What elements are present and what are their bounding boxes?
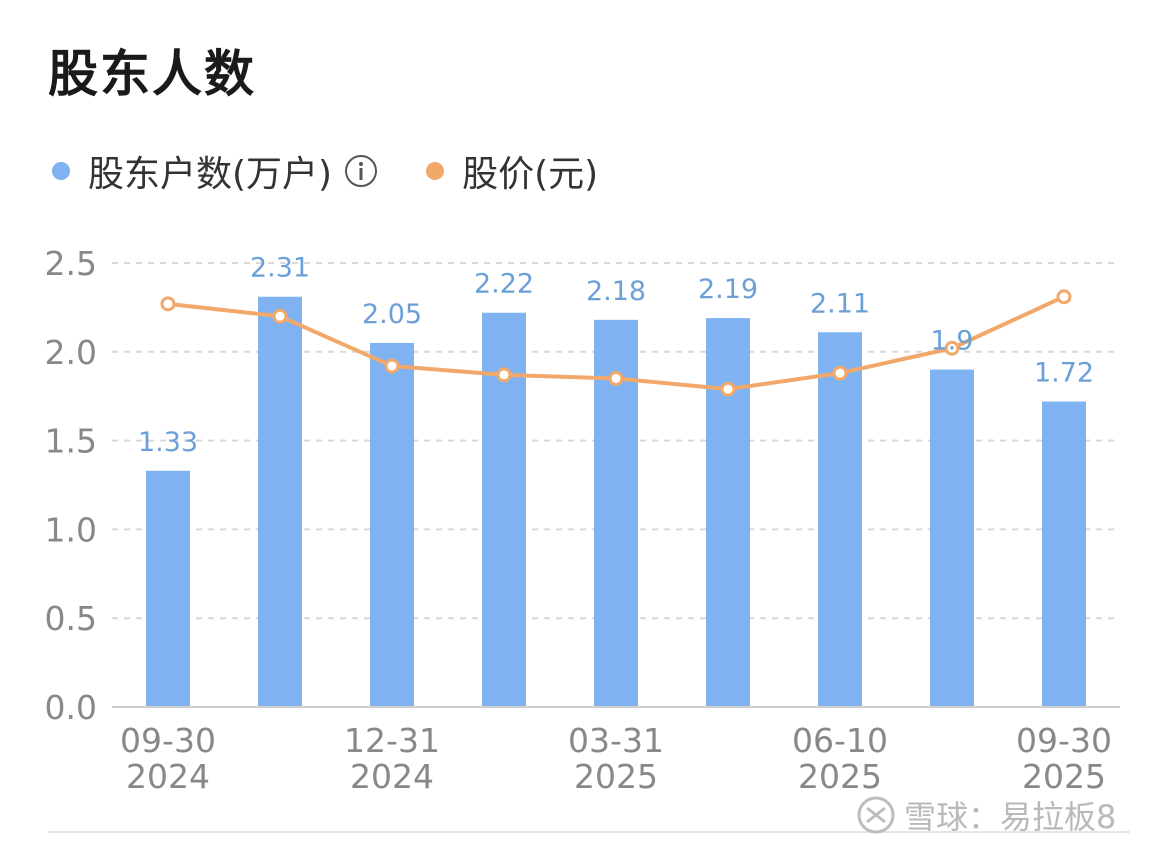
price-point — [832, 365, 848, 381]
bar-value-label: 2.18 — [586, 276, 646, 307]
bar-value-label: 2.05 — [362, 299, 422, 330]
page-title: 股东人数 — [48, 45, 256, 103]
price-point — [1056, 289, 1072, 305]
bar-value-label: 2.19 — [698, 274, 758, 305]
bar-value-label: 1.33 — [138, 427, 198, 458]
price-point — [608, 370, 624, 386]
watermark: 雪球：易拉板8 — [856, 792, 1116, 838]
price-point — [720, 381, 736, 397]
x-tick-label: 09-30 — [1016, 721, 1112, 760]
watermark-text: 雪球：易拉板8 — [904, 798, 1117, 836]
price-point — [160, 296, 176, 312]
price-point — [384, 358, 400, 374]
y-tick-label: 1.0 — [45, 510, 97, 549]
bar — [146, 470, 190, 707]
price-point — [272, 308, 288, 324]
x-tick-label: 06-10 — [792, 721, 888, 760]
bar-value-label: 1.9 — [931, 326, 974, 357]
info-icon[interactable] — [344, 154, 378, 188]
price-point — [944, 340, 960, 356]
xueqiu-logo-icon — [857, 796, 895, 834]
legend-dot-bar — [52, 162, 70, 180]
x-tick-label: 2025 — [574, 757, 658, 796]
bar — [1042, 401, 1086, 707]
x-tick-label: 2024 — [350, 757, 434, 796]
x-tick-label: 2024 — [126, 757, 210, 796]
x-tick-label: 03-31 — [568, 721, 664, 760]
price-point — [496, 367, 512, 383]
bar-value-label: 2.11 — [810, 288, 870, 319]
y-tick-label: 1.5 — [45, 422, 97, 461]
legend-dot-line — [426, 162, 445, 180]
bar — [258, 296, 302, 707]
y-tick-label: 2.0 — [45, 333, 97, 372]
legend-label-shareholders: 股东户数(万户) — [88, 154, 333, 195]
y-tick-label: 2.5 — [45, 244, 97, 283]
bar-value-label: 2.31 — [250, 253, 310, 284]
bar — [370, 342, 414, 707]
y-tick-label: 0.0 — [45, 688, 97, 727]
x-tick-label: 09-30 — [120, 721, 216, 760]
legend-item-shareholders[interactable]: 股东户数(万户) — [52, 145, 426, 197]
x-tick-label: 12-31 — [344, 721, 440, 760]
x-tick-label: 2025 — [1022, 757, 1106, 796]
legend-label-price: 股价(元) — [462, 154, 599, 195]
bar — [706, 318, 750, 707]
chart-legend: 股东户数(万户) 股价(元) — [52, 146, 598, 196]
y-tick-label: 0.5 — [45, 599, 97, 638]
bar — [930, 369, 974, 707]
bar-value-label: 2.22 — [474, 269, 534, 300]
legend-item-price[interactable]: 股价(元) — [426, 145, 598, 197]
bar-value-label: 1.72 — [1034, 358, 1094, 389]
bar — [818, 332, 862, 707]
divider — [48, 831, 1130, 833]
x-tick-label: 2025 — [798, 757, 882, 796]
